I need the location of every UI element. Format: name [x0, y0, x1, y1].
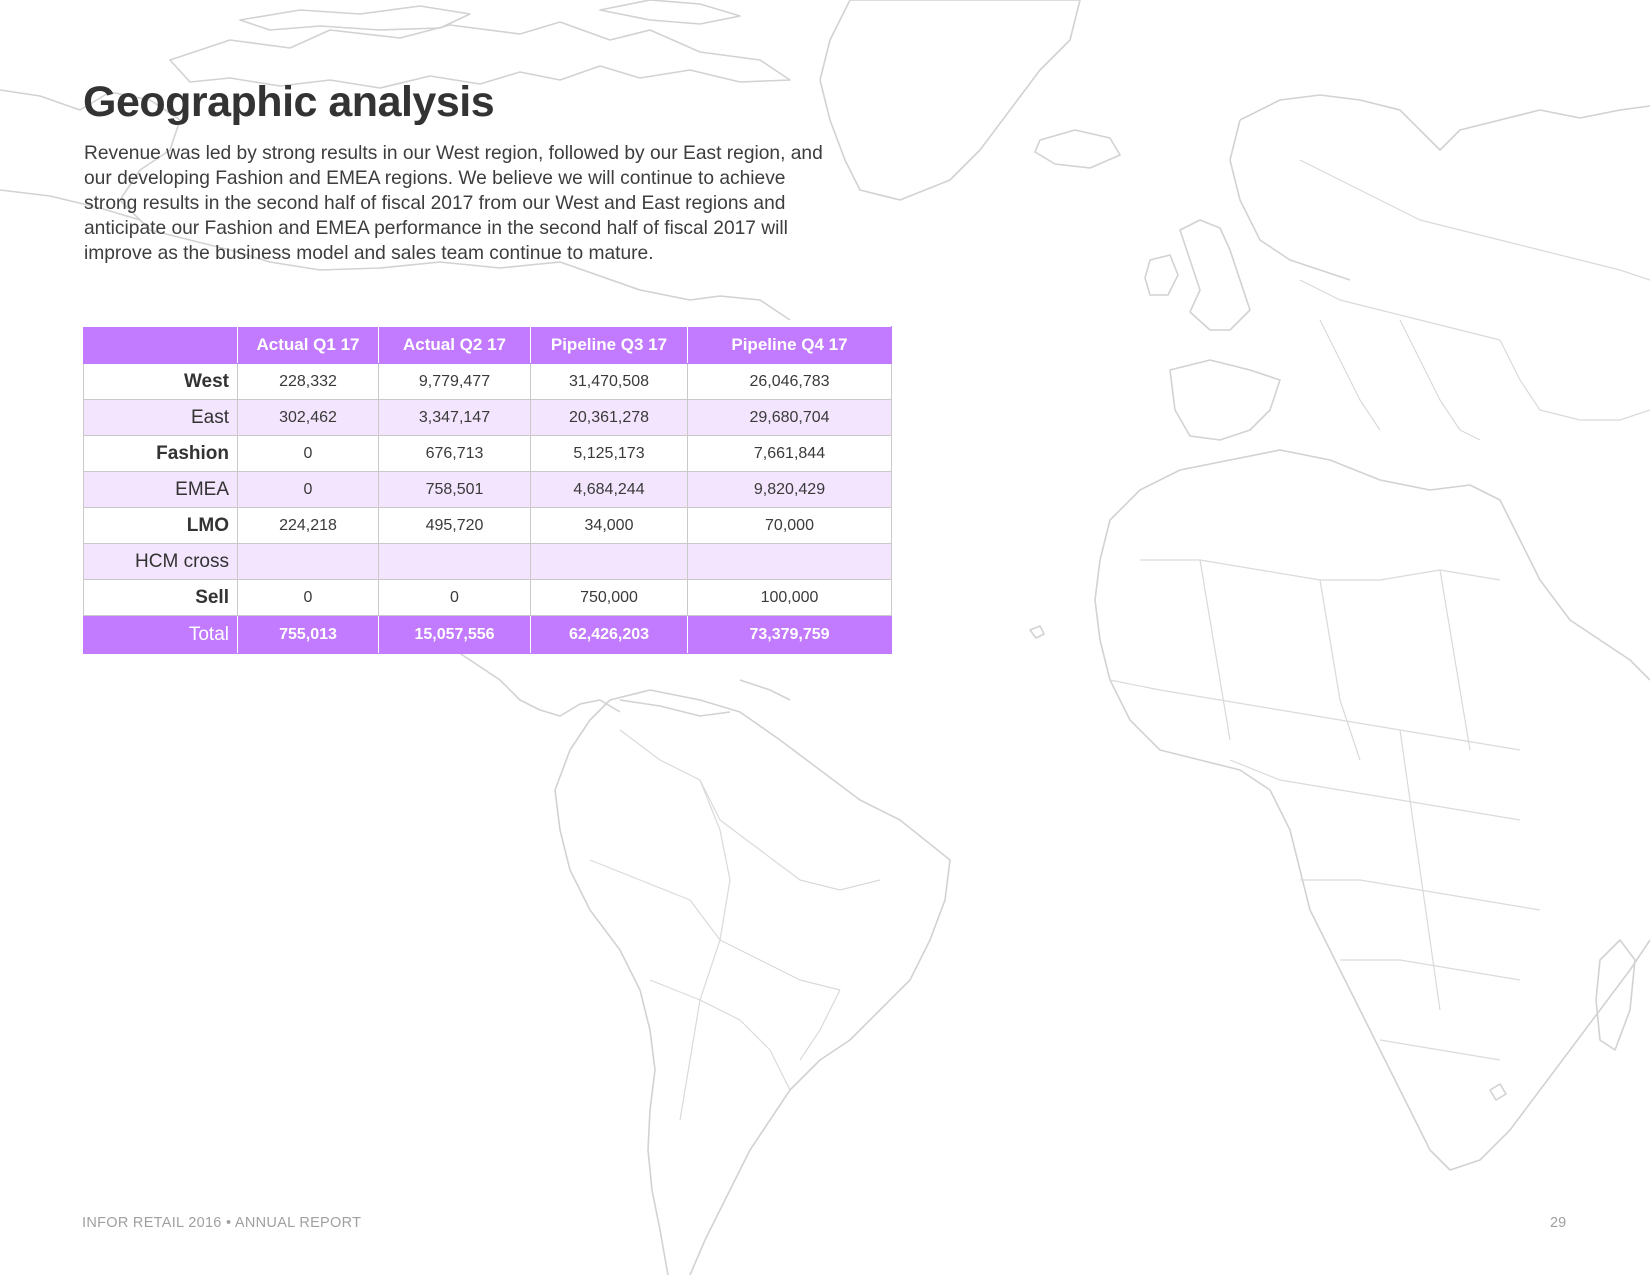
table-cell: 34,000 [530, 507, 688, 544]
total-cell: 15,057,556 [378, 615, 531, 654]
row-label: Fashion [83, 435, 238, 472]
table-cell [378, 543, 531, 580]
table-cell: 9,779,477 [378, 363, 531, 400]
header-pipeline-q3: Pipeline Q3 17 [530, 326, 688, 364]
table-cell: 20,361,278 [530, 399, 688, 436]
table-cell: 0 [237, 471, 379, 508]
table-total-row: Total 755,013 15,057,556 62,426,203 73,3… [83, 615, 892, 654]
table-cell: 100,000 [687, 579, 892, 616]
table-cell: 0 [237, 435, 379, 472]
table-cell: 224,218 [237, 507, 379, 544]
table-cell [237, 543, 379, 580]
table-cell [530, 543, 688, 580]
row-label: HCM cross [83, 543, 238, 580]
total-cell: 755,013 [237, 615, 379, 654]
table-cell: 26,046,783 [687, 363, 892, 400]
table-cell: 302,462 [237, 399, 379, 436]
total-cell: 62,426,203 [530, 615, 688, 654]
table-cell: 4,684,244 [530, 471, 688, 508]
table-cell: 29,680,704 [687, 399, 892, 436]
table-cell: 750,000 [530, 579, 688, 616]
table-cell: 0 [378, 579, 531, 616]
page-number: 29 [1550, 1215, 1567, 1231]
row-label: EMEA [83, 471, 238, 508]
row-label: LMO [83, 507, 238, 544]
total-cell: 73,379,759 [687, 615, 892, 654]
table-row-sell: Sell 0 0 750,000 100,000 [83, 579, 892, 616]
header-pipeline-q4: Pipeline Q4 17 [687, 326, 892, 364]
table-row-hcm-cross: HCM cross [83, 543, 892, 580]
total-label: Total [83, 615, 238, 654]
footer-publication: INFOR RETAIL 2016 • ANNUAL REPORT [82, 1215, 362, 1231]
table-row-emea: EMEA 0 758,501 4,684,244 9,820,429 [83, 471, 892, 508]
table-row-fashion: Fashion 0 676,713 5,125,173 7,661,844 [83, 435, 892, 472]
table-cell: 9,820,429 [687, 471, 892, 508]
row-label: East [83, 399, 238, 436]
table-row-lmo: LMO 224,218 495,720 34,000 70,000 [83, 507, 892, 544]
header-actual-q1: Actual Q1 17 [237, 326, 379, 364]
header-actual-q2: Actual Q2 17 [378, 326, 531, 364]
table-cell: 0 [237, 579, 379, 616]
table-cell: 228,332 [237, 363, 379, 400]
row-label: West [83, 363, 238, 400]
table-cell: 5,125,173 [530, 435, 688, 472]
table-row-west: West 228,332 9,779,477 31,470,508 26,046… [83, 363, 892, 400]
table-cell: 676,713 [378, 435, 531, 472]
table-cell: 70,000 [687, 507, 892, 544]
table-cell: 495,720 [378, 507, 531, 544]
table-cell: 758,501 [378, 471, 531, 508]
header-cell-empty [83, 326, 238, 364]
page-title: Geographic analysis [83, 78, 495, 126]
row-label: Sell [83, 579, 238, 616]
table-cell: 7,661,844 [687, 435, 892, 472]
table-row-east: East 302,462 3,347,147 20,361,278 29,680… [83, 399, 892, 436]
table-cell [687, 543, 892, 580]
table-cell: 3,347,147 [378, 399, 531, 436]
table-header-row: Actual Q1 17 Actual Q2 17 Pipeline Q3 17… [83, 326, 892, 364]
geographic-revenue-table: Actual Q1 17 Actual Q2 17 Pipeline Q3 17… [83, 326, 892, 654]
intro-paragraph: Revenue was led by strong results in our… [84, 143, 823, 264]
table-cell: 31,470,508 [530, 363, 688, 400]
